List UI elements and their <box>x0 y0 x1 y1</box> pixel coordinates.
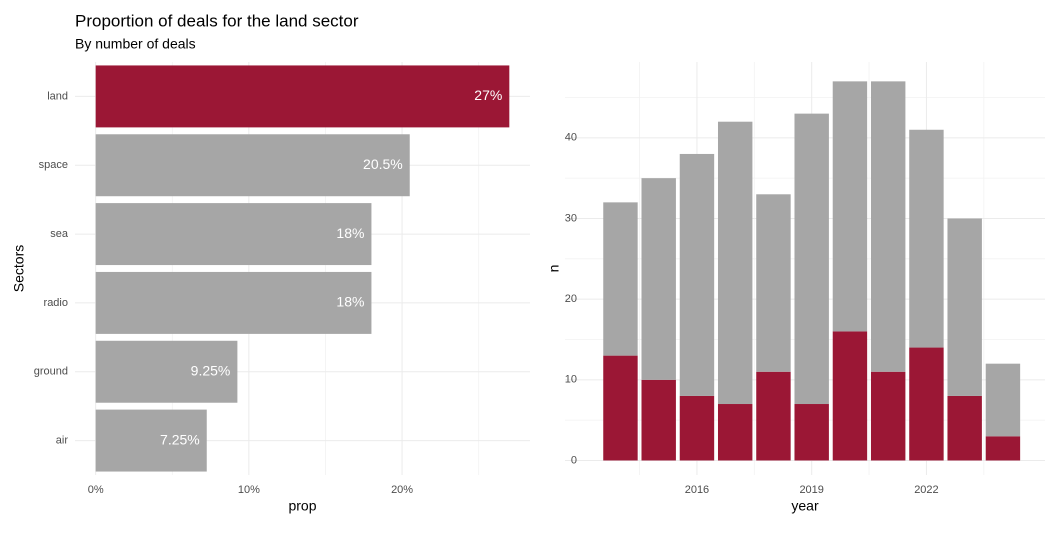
x-axis-label: prop <box>288 498 316 514</box>
data-label: 18% <box>336 294 364 310</box>
bar-segment <box>832 331 868 461</box>
chart-title: Proportion of deals for the land sector <box>75 11 359 30</box>
bar-segment <box>794 113 829 405</box>
y-tick-label: 0 <box>571 454 577 466</box>
x-tick-label: 10% <box>238 484 260 496</box>
x-tick-label: 2022 <box>914 484 938 496</box>
data-label: 7.25% <box>160 431 200 447</box>
y-tick-label: 20 <box>565 293 577 305</box>
y-tick-label: radio <box>44 297 68 309</box>
x-axis-label: year <box>791 498 819 514</box>
bar <box>95 271 372 334</box>
y-tick-label: 40 <box>565 132 577 144</box>
y-axis-label: Sectors <box>11 245 27 292</box>
bar <box>95 409 207 472</box>
bar-segment <box>985 436 1021 461</box>
y-tick-label: land <box>47 90 68 102</box>
bar-segment <box>947 218 982 396</box>
data-label: 20.5% <box>363 156 403 172</box>
bar-segment <box>717 404 753 461</box>
bar-segment <box>870 371 906 461</box>
bar <box>95 203 372 266</box>
y-tick-label: space <box>39 159 68 171</box>
bar-segment <box>794 404 829 461</box>
bar-segment <box>947 395 982 461</box>
bar <box>95 65 510 128</box>
data-label: 27% <box>474 87 502 103</box>
y-tick-label: sea <box>50 228 69 240</box>
x-tick-label: 2016 <box>685 484 709 496</box>
bar <box>95 134 410 197</box>
bar-segment <box>909 129 944 348</box>
y-tick-label: 30 <box>565 212 577 224</box>
y-tick-label: air <box>56 434 69 446</box>
bar-segment <box>756 194 791 372</box>
bar-segment <box>717 121 753 405</box>
bar-segment <box>832 81 868 332</box>
x-tick-label: 0% <box>88 484 104 496</box>
data-label: 9.25% <box>191 362 231 378</box>
bar-segment <box>641 379 676 461</box>
y-axis-label: n <box>546 265 562 273</box>
bar-segment <box>603 202 638 356</box>
bar-segment <box>641 178 676 380</box>
chart-subtitle: By number of deals <box>75 36 196 52</box>
bar <box>95 340 238 403</box>
bar-segment <box>756 371 791 461</box>
y-tick-label: ground <box>34 366 68 378</box>
bar-segment <box>870 81 906 372</box>
bar-segment <box>603 355 638 461</box>
bar-segment <box>679 395 715 461</box>
bar-segment <box>909 347 944 461</box>
x-tick-label: 2019 <box>799 484 823 496</box>
x-tick-label: 20% <box>391 484 413 496</box>
y-tick-label: 10 <box>565 374 577 386</box>
bar-segment <box>985 363 1021 437</box>
bar-segment <box>679 153 715 396</box>
data-label: 18% <box>336 225 364 241</box>
